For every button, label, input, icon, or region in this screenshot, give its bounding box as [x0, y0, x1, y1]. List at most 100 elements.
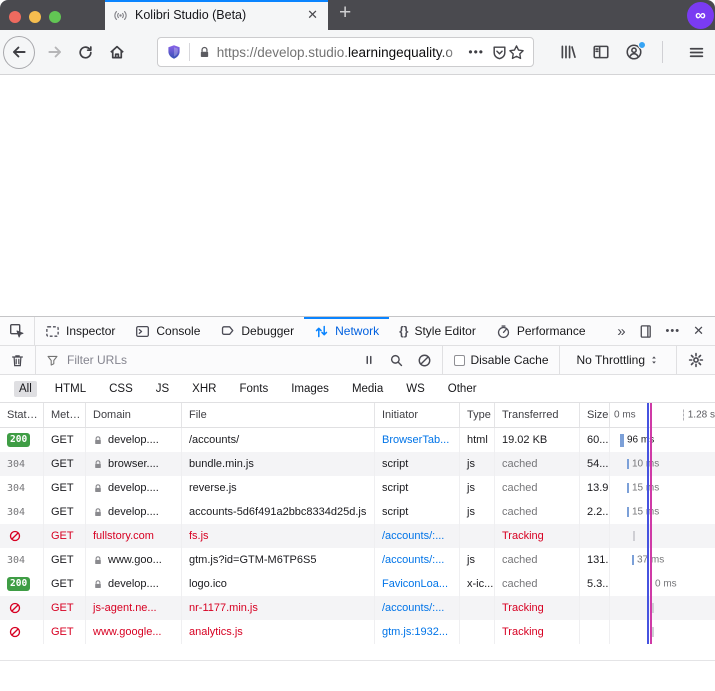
- network-request-row[interactable]: 304 GET www.goo... gtm.js?id=GTM-M6TP6S5/ac…: [0, 548, 715, 572]
- container-mask-icon[interactable]: ∞: [687, 2, 714, 29]
- page-actions-icon[interactable]: •••: [468, 45, 484, 59]
- url-text[interactable]: https://develop.studio.learningequality.…: [217, 44, 467, 60]
- transferred-cell: cached: [495, 452, 580, 476]
- column-header-stat[interactable]: Stat…: [0, 403, 44, 427]
- new-tab-button[interactable]: +: [339, 1, 352, 24]
- column-header-type[interactable]: Type: [460, 403, 495, 427]
- timing-bar: [620, 434, 624, 447]
- disable-cache-label[interactable]: Disable Cache: [470, 353, 549, 367]
- devtools-menu-icon[interactable]: •••: [665, 325, 681, 337]
- size-cell: 54....: [580, 452, 610, 476]
- sidebar-toggle-icon[interactable]: [592, 43, 610, 61]
- more-tabs-icon[interactable]: »: [617, 322, 625, 340]
- network-request-row[interactable]: GET js-agent.ne... nr-1177.min.js/accounts…: [0, 596, 715, 620]
- devtools-tab-network[interactable]: Network: [304, 317, 390, 345]
- account-button[interactable]: [625, 41, 646, 61]
- reload-button[interactable]: [77, 44, 94, 61]
- hamburger-menu-icon[interactable]: [688, 44, 705, 61]
- transferred-cell: Tracking: [495, 620, 580, 644]
- network-request-row[interactable]: GET fullstory.com fs.js/accounts/:... Track…: [0, 524, 715, 548]
- devtools-tab-style-editor[interactable]: {} Style Editor: [389, 317, 486, 345]
- waterfall-cell: [610, 524, 715, 548]
- column-header-transferred[interactable]: Transferred: [495, 403, 580, 427]
- status-code: 304: [7, 458, 26, 470]
- forward-button[interactable]: [46, 43, 64, 61]
- type-cell: js: [460, 476, 495, 500]
- network-request-row[interactable]: 200 GET develop.... logo.ico FaviconLoa... x-…: [0, 572, 715, 596]
- devtools-footer-divider: [0, 660, 715, 661]
- devtools-tab-performance[interactable]: Performance: [486, 317, 596, 345]
- lock-icon[interactable]: [198, 46, 211, 59]
- domain-cell: develop....: [86, 476, 182, 500]
- back-button[interactable]: [3, 35, 35, 69]
- home-button[interactable]: [108, 43, 126, 61]
- pick-element-button[interactable]: [0, 317, 35, 345]
- url-bar[interactable]: https://develop.studio.learningequality.…: [156, 37, 534, 67]
- filter-js[interactable]: JS: [155, 382, 170, 395]
- pocket-save-icon[interactable]: [491, 44, 508, 61]
- filter-fonts[interactable]: Fonts: [239, 382, 269, 395]
- zoom-window-button[interactable]: [49, 11, 61, 23]
- initiator-cell[interactable]: FaviconLoa...: [375, 572, 460, 596]
- close-devtools-icon[interactable]: ✕: [693, 323, 704, 338]
- initiator-cell[interactable]: gtm.js:1932...: [375, 620, 460, 644]
- lock-icon: [93, 555, 103, 566]
- devtools-tab-debugger[interactable]: Debugger: [210, 317, 304, 345]
- domain-text: develop....: [108, 482, 159, 494]
- filter-all[interactable]: All: [14, 380, 37, 397]
- column-header-domain[interactable]: Domain: [86, 403, 182, 427]
- waterfall-cell: 15 ms: [610, 500, 715, 524]
- titlebar: Kolibri Studio (Beta) ✕ + ∞: [0, 0, 715, 30]
- search-icon[interactable]: [389, 353, 404, 368]
- devtools-tabs: Inspector Console Debugger Network {} Style E…: [35, 317, 596, 345]
- toolbar-divider: [662, 41, 663, 63]
- browser-window: Kolibri Studio (Beta) ✕ + ∞ https://dev: [0, 0, 715, 661]
- tab-close-icon[interactable]: ✕: [307, 7, 318, 22]
- devtools-tab-inspector[interactable]: Inspector: [35, 317, 125, 345]
- network-request-row[interactable]: 304 GET develop.... reverse.js script js cache…: [0, 476, 715, 500]
- tracking-protection-shield-icon[interactable]: [166, 44, 182, 60]
- devtools-tab-console[interactable]: Console: [125, 317, 210, 345]
- devtools-tab-label: Network: [335, 324, 380, 338]
- close-window-button[interactable]: [9, 11, 21, 23]
- filter-html[interactable]: HTML: [54, 382, 87, 395]
- tab-audio-icon[interactable]: [113, 8, 128, 23]
- pause-recording-icon[interactable]: [362, 353, 376, 367]
- network-settings-gear-icon[interactable]: [688, 352, 704, 368]
- split-console-icon[interactable]: [638, 324, 653, 339]
- filter-ws[interactable]: WS: [406, 382, 425, 395]
- clear-requests-icon[interactable]: [10, 353, 25, 368]
- filter-images[interactable]: Images: [291, 382, 329, 395]
- network-request-row[interactable]: 304 GET develop.... accounts-5d6f491a2bbc83…: [0, 500, 715, 524]
- disable-cache-checkbox[interactable]: [454, 354, 466, 366]
- block-requests-icon[interactable]: [417, 353, 432, 368]
- filter-xhr[interactable]: XHR: [192, 382, 217, 395]
- timing-label: 15 ms: [632, 506, 660, 518]
- bookmark-star-icon[interactable]: [508, 44, 525, 61]
- column-header-initiator[interactable]: Initiator: [375, 403, 460, 427]
- filter-urls-input[interactable]: [65, 352, 359, 368]
- filter-css[interactable]: CSS: [109, 382, 133, 395]
- filter-media[interactable]: Media: [351, 382, 384, 395]
- initiator-cell[interactable]: /accounts/:...: [375, 596, 460, 620]
- browser-tab[interactable]: Kolibri Studio (Beta) ✕: [105, 0, 328, 30]
- column-header-size[interactable]: Size: [580, 403, 610, 427]
- status-cell: 304: [0, 500, 44, 524]
- initiator-cell[interactable]: /accounts/:...: [375, 548, 460, 572]
- column-header-file[interactable]: File: [182, 403, 375, 427]
- minimize-window-button[interactable]: [29, 11, 41, 23]
- initiator-cell[interactable]: /accounts/:...: [375, 524, 460, 548]
- filter-other[interactable]: Other: [447, 382, 477, 395]
- account-notification-dot: [638, 41, 646, 49]
- request-type-filters: All HTML CSS JS XHR Fonts Images Media WS Other: [0, 375, 715, 403]
- timeline-header[interactable]: 0 ms 1.28 s: [610, 403, 715, 427]
- library-icon[interactable]: [559, 43, 577, 61]
- network-request-row[interactable]: GET www.google... analytics.js gtm.js:1932.…: [0, 620, 715, 644]
- throttling-dropdown[interactable]: No Throttling: [571, 353, 666, 367]
- method-cell: GET: [44, 476, 86, 500]
- column-header-met[interactable]: Met…: [44, 403, 86, 427]
- initiator-cell[interactable]: BrowserTab...: [375, 428, 460, 452]
- size-cell: [580, 524, 610, 548]
- network-request-row[interactable]: 304 GET browser.... bundle.min.js script js ca…: [0, 452, 715, 476]
- network-request-row[interactable]: 200 GET develop.... /accounts/BrowserTab...…: [0, 428, 715, 452]
